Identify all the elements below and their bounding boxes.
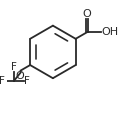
Text: F: F <box>11 62 17 72</box>
Text: O: O <box>82 9 91 18</box>
Text: F: F <box>24 76 30 86</box>
Text: OH: OH <box>101 27 118 37</box>
Text: F: F <box>0 76 5 86</box>
Text: O: O <box>16 71 24 81</box>
